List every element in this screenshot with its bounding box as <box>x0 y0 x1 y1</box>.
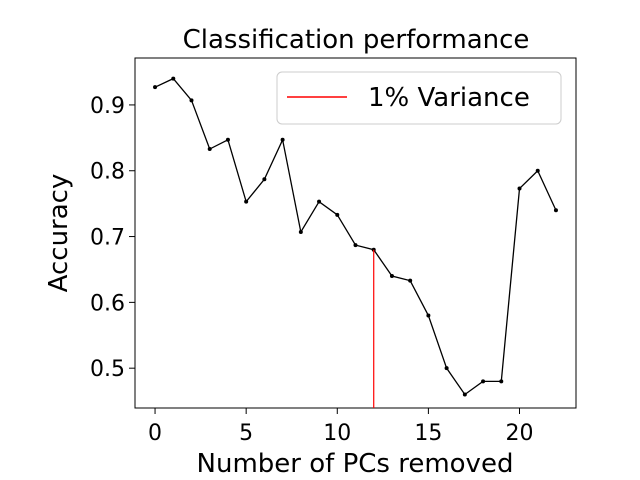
data-point <box>244 199 249 204</box>
data-point <box>499 379 504 384</box>
data-point <box>353 243 358 248</box>
data-point <box>389 274 394 279</box>
data-point <box>280 137 285 142</box>
y-tick-label: 0.9 <box>90 94 125 119</box>
data-point <box>317 199 322 204</box>
y-tick-label: 0.8 <box>90 160 125 185</box>
data-point <box>462 392 467 397</box>
data-point <box>225 137 230 142</box>
data-point <box>553 208 558 213</box>
data-point <box>535 168 540 173</box>
x-tick-label: 15 <box>414 421 442 446</box>
axes-frame <box>134 57 577 409</box>
data-point <box>153 85 158 90</box>
data-point <box>481 379 486 384</box>
data-point <box>408 278 413 283</box>
plot-area: 0 5 10 15 20 0.5 0.6 0.7 0.8 0.9 <box>90 57 577 446</box>
x-tick-label: 0 <box>148 421 162 446</box>
data-point <box>207 147 212 152</box>
y-axis-ticks: 0.5 0.6 0.7 0.8 0.9 <box>90 94 135 382</box>
data-point <box>171 76 176 81</box>
x-tick-label: 10 <box>323 421 351 446</box>
x-axis-ticks: 0 5 10 15 20 <box>148 408 534 446</box>
x-axis-label: Number of PCs removed <box>197 449 514 479</box>
legend-label-1pct-variance: 1% Variance <box>368 83 530 113</box>
legend-box <box>276 71 562 125</box>
data-point <box>517 186 522 191</box>
chart-title: Classification performance <box>183 25 530 55</box>
series-layer <box>153 76 558 397</box>
x-tick-label: 20 <box>506 421 534 446</box>
data-point <box>444 366 449 371</box>
legend: 1% Variance <box>276 71 562 125</box>
data-point <box>262 177 267 182</box>
y-tick-label: 0.6 <box>90 291 125 316</box>
data-point <box>298 229 303 234</box>
data-point <box>335 212 340 217</box>
data-point <box>426 313 431 318</box>
y-axis-label: Accuracy <box>44 174 74 293</box>
y-tick-label: 0.5 <box>90 357 125 382</box>
x-tick-label: 5 <box>239 421 253 446</box>
data-point <box>189 98 194 103</box>
y-tick-label: 0.7 <box>90 226 125 251</box>
